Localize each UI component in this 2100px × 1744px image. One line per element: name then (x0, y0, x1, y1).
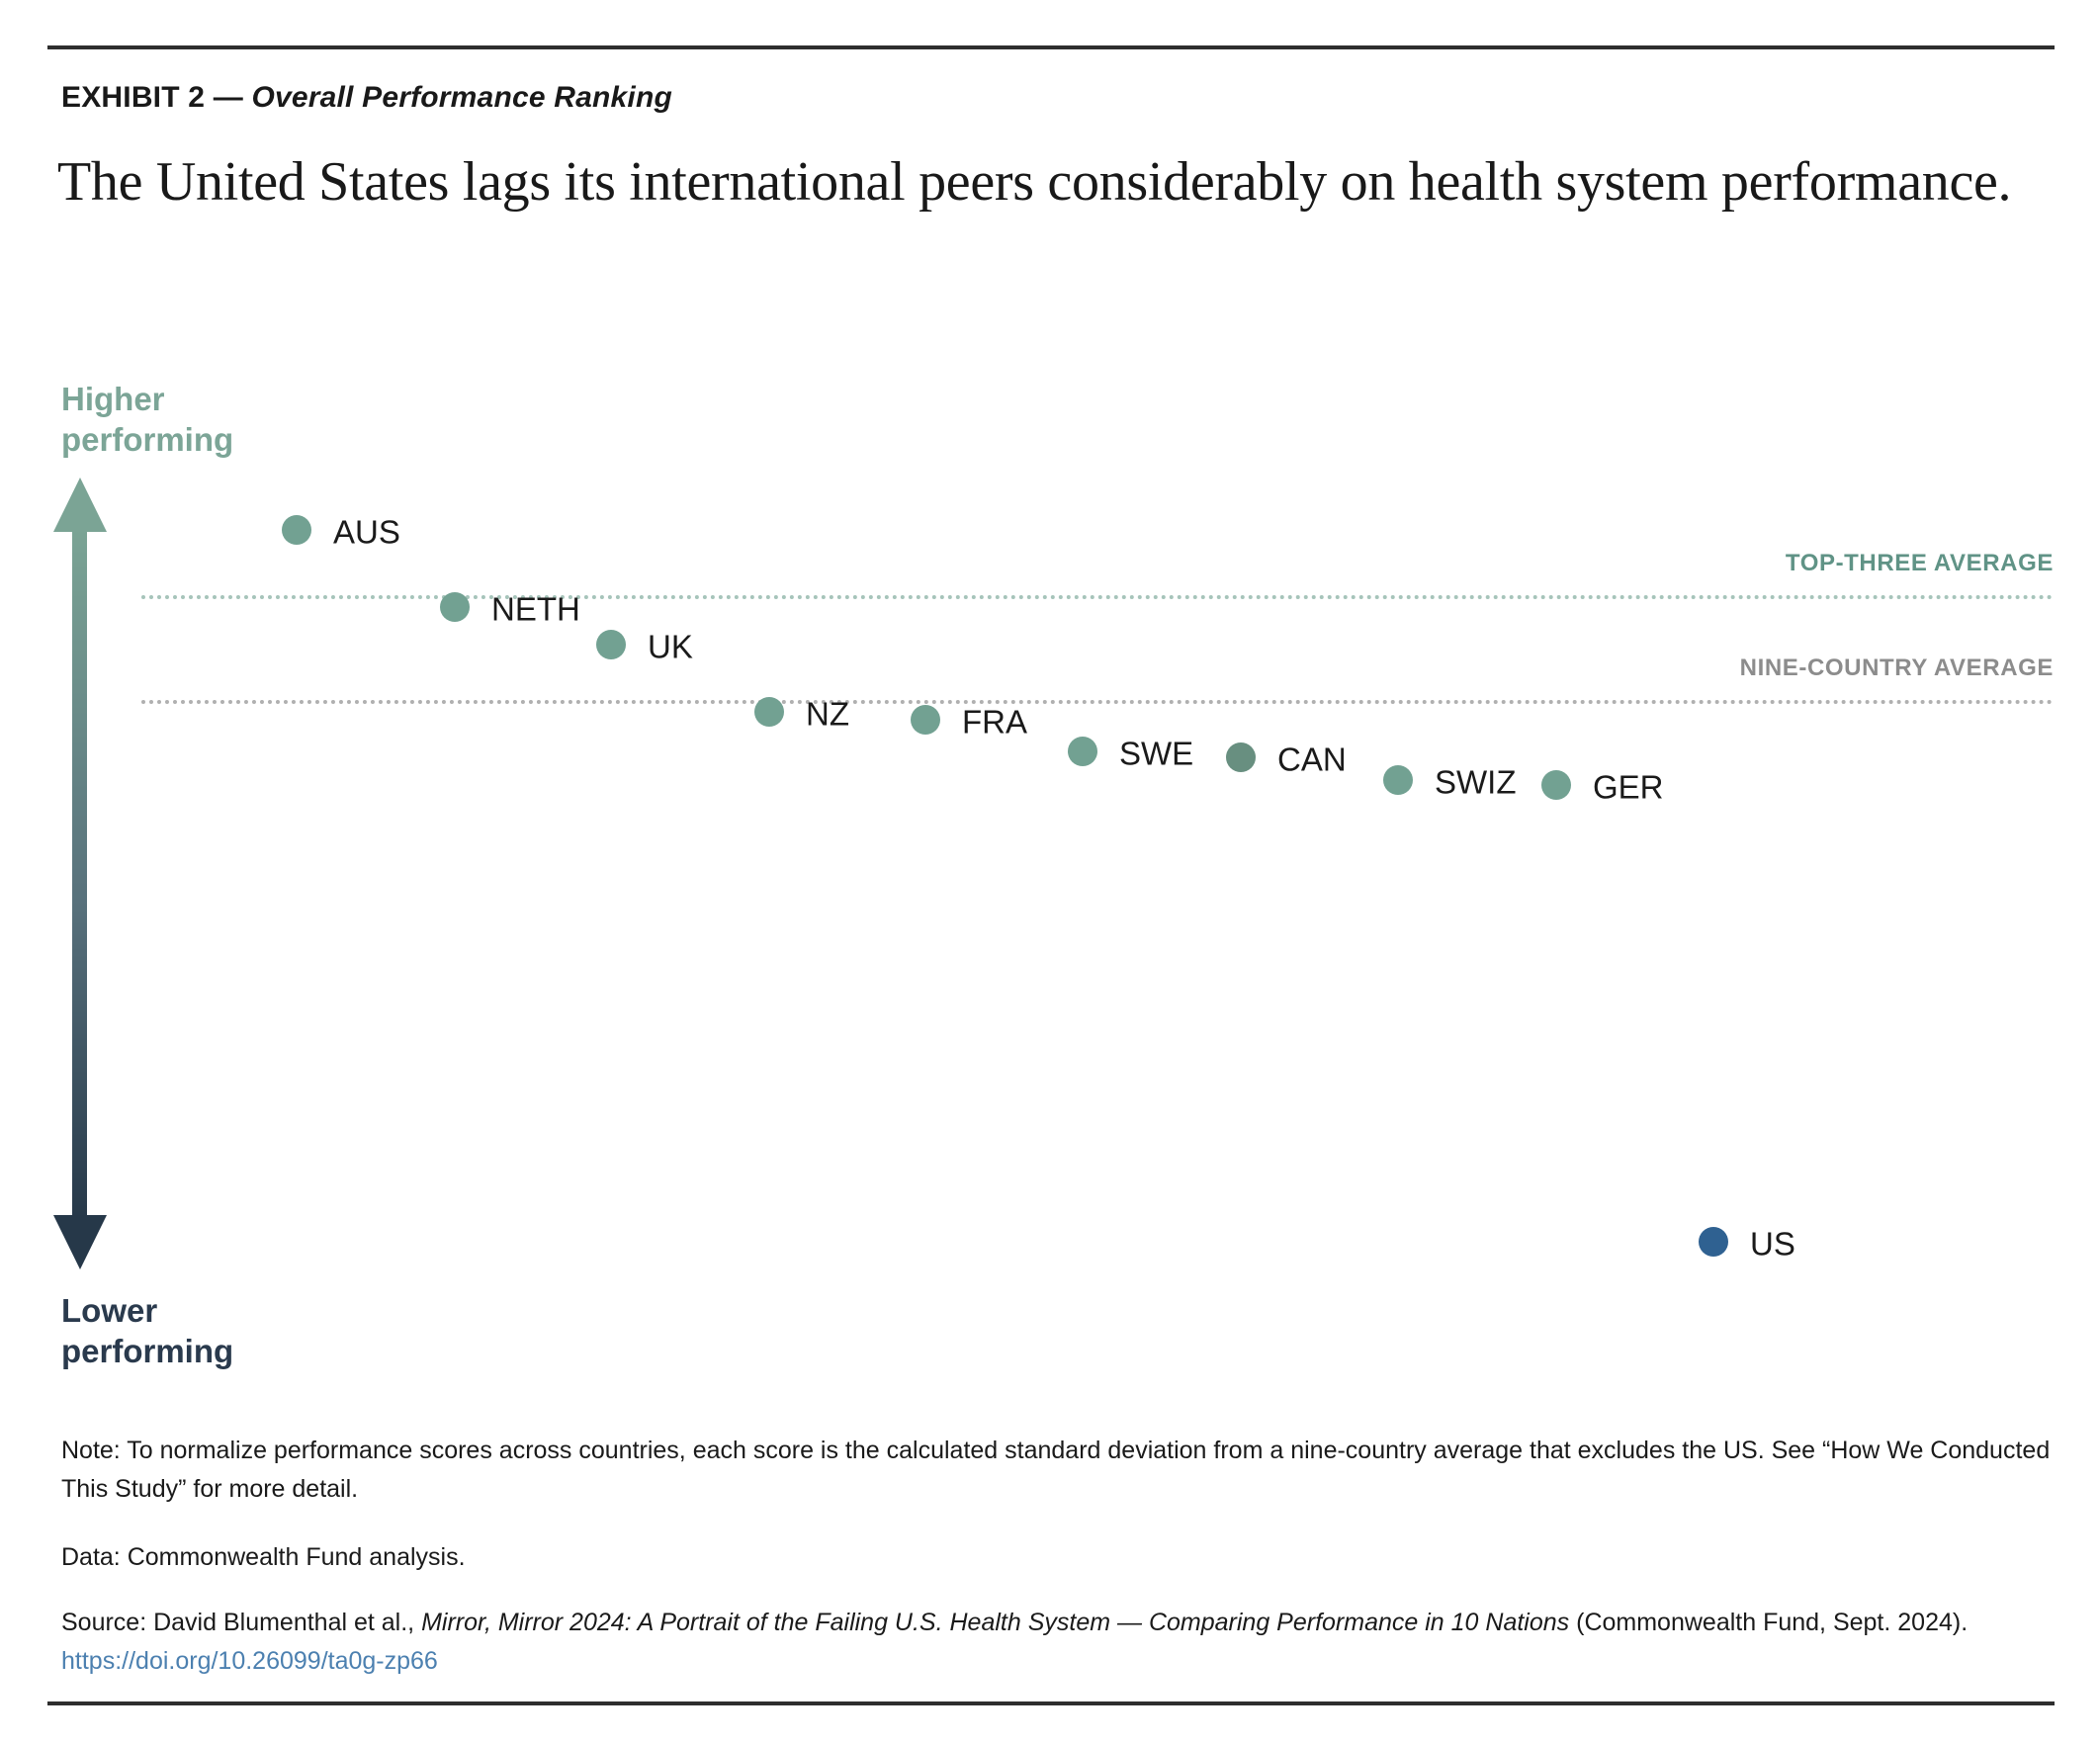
data-point-dot-swiz (1383, 765, 1413, 795)
data-point-label-nz: NZ (806, 695, 849, 733)
data-point-label-ger: GER (1593, 768, 1664, 806)
source-title: Mirror, Mirror 2024: A Portrait of the F… (421, 1609, 1570, 1637)
data-point-dot-us (1699, 1227, 1728, 1257)
data-point-label-neth: NETH (491, 590, 580, 628)
data-point-label-swiz: SWIZ (1435, 763, 1517, 801)
note-text: Note: To normalize performance scores ac… (61, 1437, 2051, 1503)
axis-arrow-up-icon (53, 478, 107, 532)
exhibit-number: EXHIBIT 2 — (61, 81, 243, 114)
bottom-divider-rule (47, 1701, 2055, 1705)
source-text: Source: David Blumenthal et al., Mirror,… (61, 1604, 2054, 1681)
footnotes: Note: To normalize performance scores ac… (61, 1432, 2054, 1681)
axis-arrow-shaft (72, 528, 87, 1220)
data-point-dot-ger (1541, 770, 1571, 800)
chart-headline: The United States lags its international… (57, 151, 2012, 213)
data-point-dot-can (1226, 742, 1256, 772)
data-point-dot-nz (754, 697, 784, 727)
exhibit-title: Overall Performance Ranking (251, 81, 673, 114)
data-point-label-fra: FRA (962, 703, 1027, 741)
reference-line-label-nine-country-average: NINE-COUNTRY AVERAGE (1739, 654, 2054, 681)
data-point-dot-uk (596, 630, 626, 659)
exhibit-kicker: EXHIBIT 2 — Overall Performance Ranking (61, 81, 672, 115)
axis-arrow-down-icon (53, 1215, 107, 1269)
axis-label-higher-performing: Higher performing (61, 381, 234, 459)
data-point-label-swe: SWE (1119, 735, 1194, 772)
data-point-label-aus: AUS (333, 513, 400, 551)
data-point-dot-neth (440, 592, 470, 622)
data-point-label-can: CAN (1277, 741, 1347, 778)
reference-line-top-three-average (141, 595, 2054, 599)
data-point-dot-swe (1068, 737, 1097, 766)
data-point-label-uk: UK (648, 628, 693, 665)
data-credit-text: Data: Commonwealth Fund analysis. (61, 1542, 466, 1571)
source-prefix: Source: David Blumenthal et al., (61, 1609, 422, 1637)
doi-link[interactable]: https://doi.org/10.26099/ta0g-zp66 (61, 1647, 438, 1675)
reference-line-label-top-three-average: TOP-THREE AVERAGE (1785, 550, 2054, 576)
data-point-label-us: US (1750, 1225, 1795, 1263)
data-point-dot-aus (282, 515, 311, 545)
reference-line-nine-country-average (141, 700, 2054, 704)
data-point-dot-fra (911, 705, 940, 735)
source-suffix: (Commonwealth Fund, Sept. 2024). (1569, 1609, 1969, 1637)
top-divider-rule (47, 45, 2055, 49)
axis-label-lower-performing: Lower performing (61, 1292, 234, 1370)
